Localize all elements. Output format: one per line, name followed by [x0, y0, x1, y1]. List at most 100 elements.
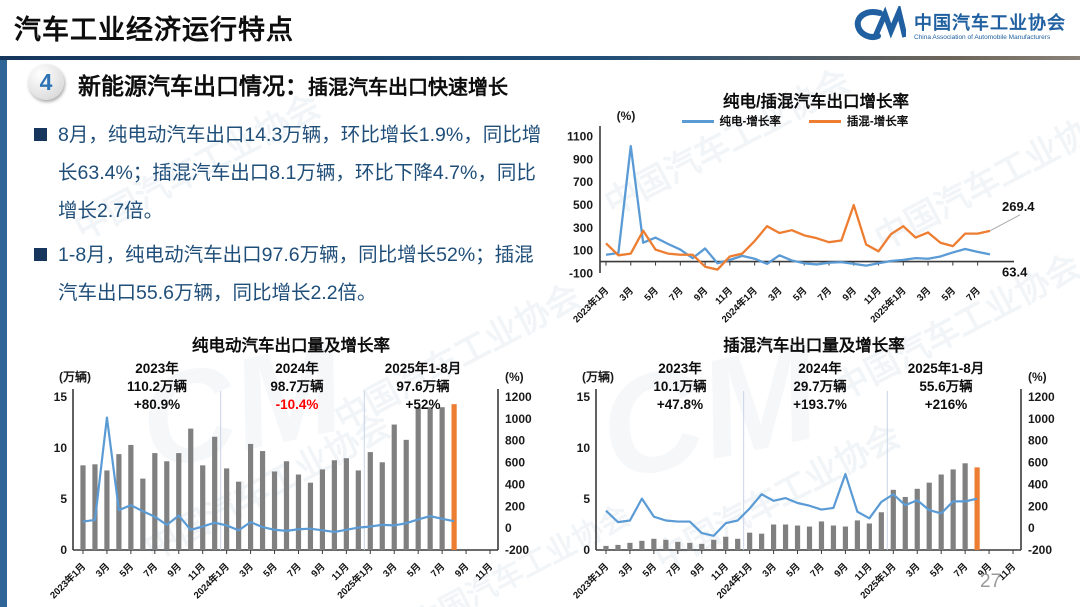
annotation-2025: 2025年1-8月 55.6万辆 +216%: [907, 361, 985, 412]
growth-line-plot: 1100 900 700 500 300 100 -100 (%) 2023年1月 3月 5月 7月 9…: [552, 88, 1080, 337]
growth-rate-line-chart: 纯电/插混汽车出口增长率 纯电-增长率 插混-增长率 1100 900 700 500…: [552, 88, 1080, 332]
svg-text:5: 5: [583, 492, 590, 506]
svg-text:200: 200: [1028, 499, 1048, 513]
cama-logo: 中国汽车工业协会 China Association of Automobile…: [852, 3, 1066, 49]
bar: [271, 471, 278, 550]
bar: [603, 545, 609, 550]
svg-text:3月: 3月: [904, 561, 922, 579]
page-title: 汽车工业经济运行特点: [14, 15, 294, 45]
svg-text:10: 10: [54, 441, 68, 455]
svg-text:5月: 5月: [642, 285, 660, 303]
bar: [391, 424, 397, 550]
phev-volume-plot: 15 10 5 0 1200 1000 800 600 400 200 0 -200 (万辆) (%) 20…: [558, 332, 1070, 607]
svg-text:3月: 3月: [766, 285, 784, 303]
svg-text:5月: 5月: [405, 561, 423, 579]
bar: [770, 524, 777, 550]
svg-text:11月: 11月: [474, 561, 496, 583]
svg-text:3月: 3月: [760, 561, 778, 579]
bullet-list: 8月，纯电动汽车出口14.3万辆，环比增长1.9%，同比增长63.4%；插混汽车…: [34, 116, 550, 318]
bar: [104, 470, 110, 550]
bullet-item: 8月，纯电动汽车出口14.3万辆，环比增长1.9%，同比增长63.4%；插混汽车…: [34, 116, 550, 230]
bar: [663, 539, 669, 550]
bullet-text: 8月，纯电动汽车出口14.3万辆，环比增长1.9%，同比增长63.4%；插混汽车…: [58, 124, 542, 223]
chart-title: 纯电动汽车出口量及增长率: [192, 337, 390, 355]
annotation-2024: 2024年 98.7万辆 -10.4%: [270, 361, 324, 412]
svg-text:0: 0: [583, 543, 590, 557]
svg-text:7月: 7月: [285, 561, 303, 579]
bar: [759, 533, 765, 550]
svg-text:7月: 7月: [808, 561, 826, 579]
bar: [176, 453, 182, 550]
svg-text:7月: 7月: [964, 285, 982, 303]
svg-text:800: 800: [505, 434, 525, 448]
bar: [152, 453, 158, 550]
svg-text:0: 0: [60, 543, 67, 557]
bar: [427, 407, 433, 550]
bar: [212, 436, 218, 550]
bar: [902, 496, 908, 550]
svg-text:900: 900: [573, 152, 593, 166]
bar: [842, 526, 849, 550]
svg-text:9月: 9月: [832, 561, 850, 579]
bar: [878, 512, 884, 550]
bar: [451, 404, 457, 550]
svg-text:2023年1月: 2023年1月: [48, 561, 89, 602]
annotation-2023: 2023年 110.2万辆 +80.9%: [126, 361, 188, 412]
svg-text:1200: 1200: [505, 390, 532, 404]
svg-text:-200: -200: [1028, 543, 1052, 557]
svg-text:15: 15: [54, 390, 68, 404]
bar: [962, 463, 968, 550]
bar: [914, 488, 920, 550]
bev-volume-chart: 纯电动汽车出口量及增长率 15 10 5 0 1200 1000 800 600 400 200 0…: [35, 332, 547, 607]
svg-text:5月: 5月: [791, 285, 809, 303]
bullet-square-icon: [34, 128, 47, 141]
svg-text:5月: 5月: [641, 561, 659, 579]
org-name-cn: 中国汽车工业协会: [914, 13, 1066, 34]
svg-text:3月: 3月: [237, 561, 255, 579]
svg-text:9月: 9月: [309, 561, 327, 579]
svg-text:1000: 1000: [1028, 412, 1055, 426]
svg-text:63.4: 63.4: [1002, 264, 1028, 279]
svg-text:(%): (%): [1028, 370, 1047, 384]
legend-label: 纯电-增长率: [719, 116, 781, 128]
series-line: [605, 203, 991, 271]
svg-text:15: 15: [577, 390, 591, 404]
left-accent-bar: [0, 60, 7, 607]
legend-item: 纯电-增长率: [681, 113, 781, 129]
svg-text:100: 100: [573, 244, 593, 258]
svg-text:5: 5: [60, 492, 67, 506]
svg-text:9月: 9月: [841, 285, 859, 303]
bar: [236, 481, 242, 550]
chart-title: 纯电/插混汽车出口增长率: [722, 93, 910, 111]
bar: [627, 542, 633, 550]
svg-text:10: 10: [577, 441, 591, 455]
bar: [974, 467, 980, 550]
bar: [615, 544, 621, 550]
svg-text:-200: -200: [505, 543, 529, 557]
plot-svg: 15 10 5 0 1200 1000 800 600 400 200 0 -200 (万辆) (%) 20…: [48, 369, 533, 602]
svg-text:500: 500: [573, 198, 593, 212]
bullet-square-icon: [34, 248, 47, 262]
svg-text:3月: 3月: [618, 285, 636, 303]
bar: [782, 524, 789, 550]
svg-text:11月: 11月: [862, 285, 884, 307]
plot-svg: 1100 900 700 500 300 100 -100 (%) 2023年1月 3月 5月 7月 9…: [567, 109, 1035, 325]
svg-text:5月: 5月: [928, 561, 946, 579]
svg-text:5月: 5月: [784, 561, 802, 579]
svg-text:600: 600: [1028, 456, 1048, 470]
bar: [854, 520, 860, 550]
bars: [80, 404, 457, 550]
bar: [415, 407, 421, 550]
svg-text:0: 0: [505, 521, 512, 535]
axes: 1100 900 700 500 300 100 -100 (%) 2023年1月 3月 5月 7月 9…: [567, 109, 1014, 325]
bars: [603, 463, 980, 550]
bar: [747, 532, 753, 550]
svg-text:300: 300: [573, 221, 593, 235]
section-heading-sub: 插混汽车出口快速增长: [308, 77, 508, 99]
plot-svg: 15 10 5 0 1200 1000 800 600 400 200 0 -200 (万辆) (%) 20…: [571, 369, 1056, 601]
chart-legend: 纯电-增长率 插混-增长率: [552, 113, 1038, 129]
bar: [331, 460, 337, 550]
bullet-text: 1-8月，纯电动汽车出口97.6万辆，同比增长52%；插混汽车出口55.6万辆，…: [58, 244, 534, 305]
bar: [926, 482, 932, 550]
svg-text:5月: 5月: [261, 561, 279, 579]
